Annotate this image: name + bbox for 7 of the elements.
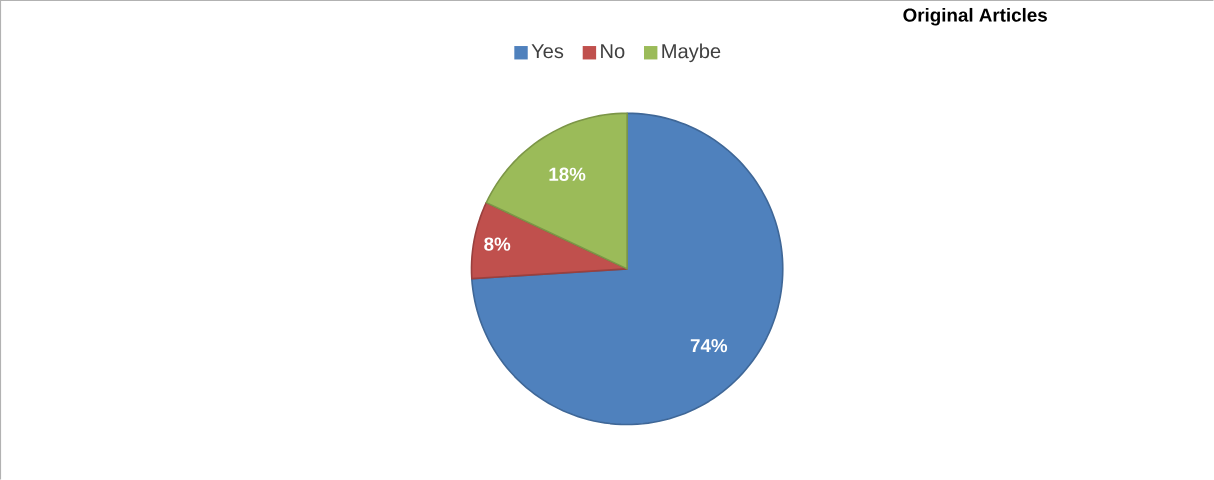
legend-label: No [601, 44, 625, 59]
text: Original Articles [903, 7, 1047, 26]
data-label: 74% [690, 338, 728, 353]
data-label: 18% [549, 167, 586, 181]
data-label: 8% [484, 237, 511, 251]
legend-label: Maybe [662, 43, 721, 63]
legend-label: Yes [531, 44, 564, 59]
